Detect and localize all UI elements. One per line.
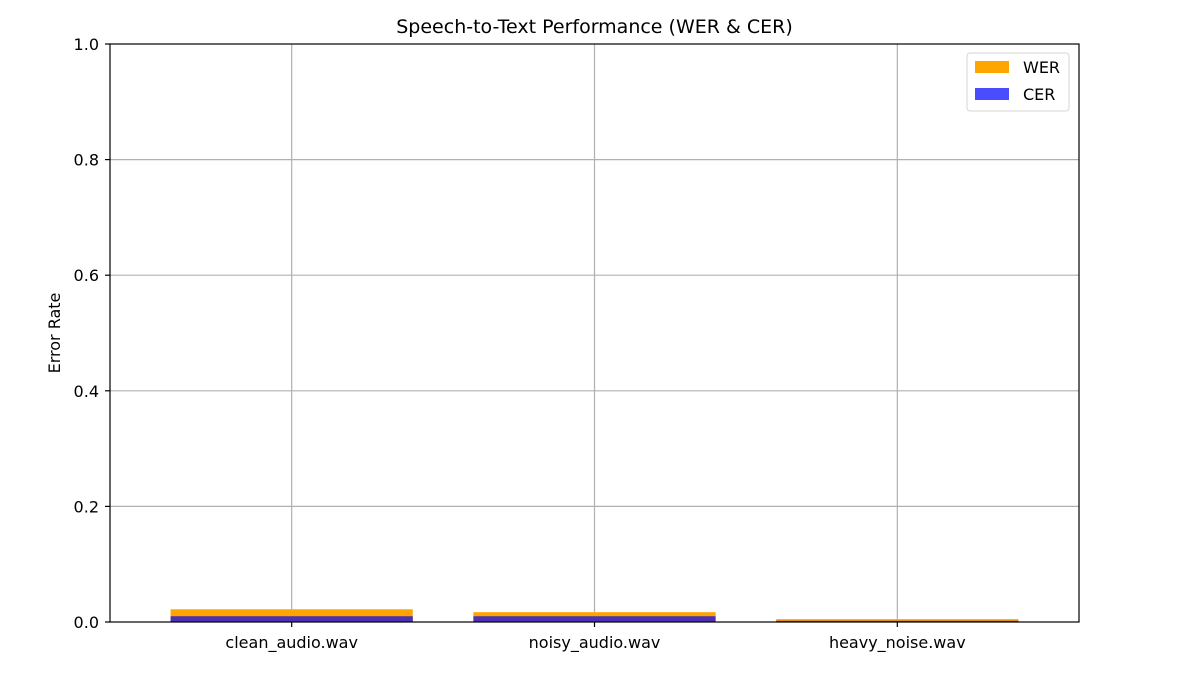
x-tick-label: clean_audio.wav <box>225 633 358 653</box>
bar-wer-2 <box>776 619 1019 622</box>
ticks: 0.0 0.2 0.4 0.6 0.8 1.0 clean_audio.wav noisy_a… <box>74 35 966 653</box>
grid <box>110 44 1079 622</box>
legend: WER CER <box>966 52 1070 112</box>
legend-label-wer: WER <box>1023 58 1060 77</box>
y-tick-label: 0.2 <box>74 497 99 516</box>
chart-title: Speech-to-Text Performance (WER & CER) <box>396 16 792 38</box>
bar-cer-1 <box>473 616 716 622</box>
x-tick-label: noisy_audio.wav <box>529 633 661 653</box>
legend-swatch-cer <box>975 88 1009 100</box>
bar-cer-0 <box>170 616 413 622</box>
legend-label-cer: CER <box>1023 85 1055 104</box>
y-axis-label: Error Rate <box>45 293 64 374</box>
legend-swatch-wer <box>975 61 1009 73</box>
y-tick-label: 0.0 <box>74 613 99 632</box>
y-tick-label: 0.6 <box>74 266 99 285</box>
y-tick-label: 1.0 <box>74 35 99 54</box>
y-tick-label: 0.8 <box>74 151 99 170</box>
y-tick-label: 0.4 <box>74 382 99 401</box>
x-tick-label: heavy_noise.wav <box>829 633 966 653</box>
